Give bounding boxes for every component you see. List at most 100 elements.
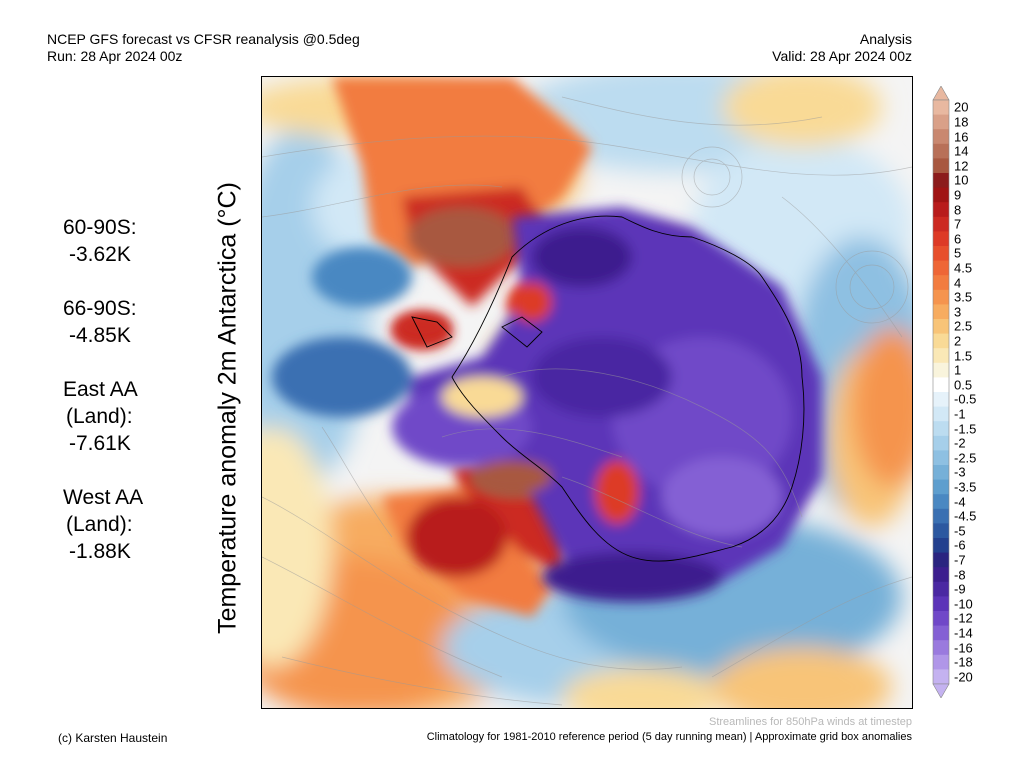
colorbar-label: 7 [954, 216, 962, 232]
stat-label: East AA [63, 378, 138, 401]
colorbar-swatch [933, 187, 949, 203]
stat-west-aa: West AA (Land): -1.88K [63, 484, 143, 565]
colorbar-label: -16 [954, 640, 973, 655]
colorbar-label: -18 [954, 654, 973, 670]
colorbar-swatch [933, 362, 949, 378]
colorbar-label: 20 [954, 99, 969, 115]
colorbar-label: 5 [954, 245, 962, 261]
colorbar-label: -12 [954, 610, 973, 626]
colorbar-label: -8 [954, 567, 966, 582]
stat-label-sub: (Land): [66, 513, 133, 536]
run-time: Run: 28 Apr 2024 00z [47, 48, 183, 64]
stat-east-aa: East AA (Land): -7.61K [63, 376, 143, 457]
colorbar-swatch [933, 421, 949, 437]
colorbar-label: 8 [954, 202, 962, 217]
colorbar-swatch [933, 216, 949, 232]
wind-streamlines [262, 96, 912, 706]
colorbar-swatch [933, 669, 949, 685]
colorbar-swatch [933, 158, 949, 174]
colorbar-label: -3 [954, 464, 966, 480]
colorbar-label: -9 [954, 581, 966, 597]
colorbar [932, 86, 950, 698]
streamlines-note: Streamlines for 850hPa winds at timestep [709, 716, 912, 728]
colorbar-label: -4.5 [954, 508, 977, 524]
colorbar-label: 1.5 [954, 348, 973, 363]
colorbar-swatch [933, 567, 949, 583]
colorbar-extend-top [932, 86, 950, 101]
colorbar-label: 12 [954, 158, 969, 174]
colorbar-swatch [933, 319, 949, 335]
colorbar-label: 1 [954, 362, 962, 378]
colorbar-swatch [933, 100, 949, 116]
colorbar-swatch [933, 275, 949, 291]
colorbar-swatch [933, 406, 949, 422]
stat-label: 60-90S: [63, 216, 137, 239]
colorbar-label: -14 [954, 625, 973, 641]
colorbar-swatch [933, 260, 949, 276]
colorbar-label: 3.5 [954, 289, 973, 305]
stat-label: West AA [63, 486, 144, 509]
colorbar-label: 4 [954, 275, 962, 290]
colorbar-label: -20 [954, 669, 973, 685]
header-left: NCEP GFS forecast vs CFSR reanalysis @0.… [47, 31, 360, 65]
colorbar-label: 10 [954, 172, 969, 188]
colorbar-label: -1 [954, 406, 966, 422]
stat-value: -3.62K [69, 243, 131, 266]
colorbar-swatch [933, 202, 949, 218]
analysis-label: Analysis [859, 31, 912, 47]
stat-value: -7.61K [69, 432, 131, 455]
colorbar-swatch [933, 377, 949, 393]
colorbar-swatch [933, 596, 949, 612]
colorbar-label: -1.5 [954, 421, 977, 436]
stat-label-sub: (Land): [66, 405, 133, 428]
colorbar-swatch [933, 581, 949, 597]
stat-value: -4.85K [69, 324, 131, 347]
colorbar-swatch [933, 392, 949, 408]
valid-time: Valid: 28 Apr 2024 00z [772, 48, 912, 64]
y-axis-label: Temperature anomaly 2m Antarctica (°C) [213, 182, 242, 634]
colorbar-label: 0.5 [954, 377, 973, 393]
colorbar-swatch [933, 143, 949, 159]
colorbar-label: -2 [954, 435, 966, 451]
stat-66-90s: 66-90S: -4.85K [63, 295, 143, 349]
anomaly-map[interactable] [261, 76, 913, 709]
colorbar-label: -0.5 [954, 391, 977, 407]
copyright: (c) Karsten Haustein [58, 731, 168, 745]
stat-60-90s: 60-90S: -3.62K [63, 214, 143, 268]
region-stats: 60-90S: -3.62K 66-90S: -4.85K East AA (L… [63, 214, 143, 592]
cold-anomalies [272, 207, 822, 602]
colorbar-label: -6 [954, 537, 966, 553]
colorbar-label: 6 [954, 231, 962, 247]
colorbar-swatch [933, 654, 949, 670]
colorbar-swatch [933, 231, 949, 247]
antarctica-coastline [411, 215, 805, 562]
colorbar-label: -7 [954, 552, 966, 568]
colorbar-label: -5 [954, 523, 966, 539]
colorbar-swatch [933, 552, 949, 568]
stat-label: 66-90S: [63, 297, 137, 320]
colorbar-swatch [933, 508, 949, 524]
colorbar-label: 3 [954, 304, 962, 320]
colorbar-swatch [933, 173, 949, 189]
colorbar-swatch [933, 640, 949, 656]
colorbar-swatch [933, 246, 949, 262]
colorbar-swatch [933, 479, 949, 495]
colorbar-label: -2.5 [954, 450, 977, 466]
colorbar-swatch [933, 304, 949, 320]
colorbar-label: 2.5 [954, 318, 973, 334]
colorbar-label: 18 [954, 114, 969, 130]
header-right: Analysis Valid: 28 Apr 2024 00z [772, 31, 912, 65]
colorbar-label: 9 [954, 187, 962, 203]
colorbar-swatch [933, 129, 949, 145]
colorbar-label: 2 [954, 333, 962, 349]
colorbar-swatch [933, 465, 949, 481]
stat-value: -1.88K [69, 540, 131, 563]
colorbar-swatch [933, 435, 949, 451]
colorbar-swatch [933, 348, 949, 364]
colorbar-extend-bottom [932, 683, 950, 698]
colorbar-swatch [933, 289, 949, 305]
map-canvas [262, 77, 912, 708]
colorbar-swatch [933, 611, 949, 627]
colorbar-label: 16 [954, 129, 969, 144]
colorbar-swatch [933, 114, 949, 130]
